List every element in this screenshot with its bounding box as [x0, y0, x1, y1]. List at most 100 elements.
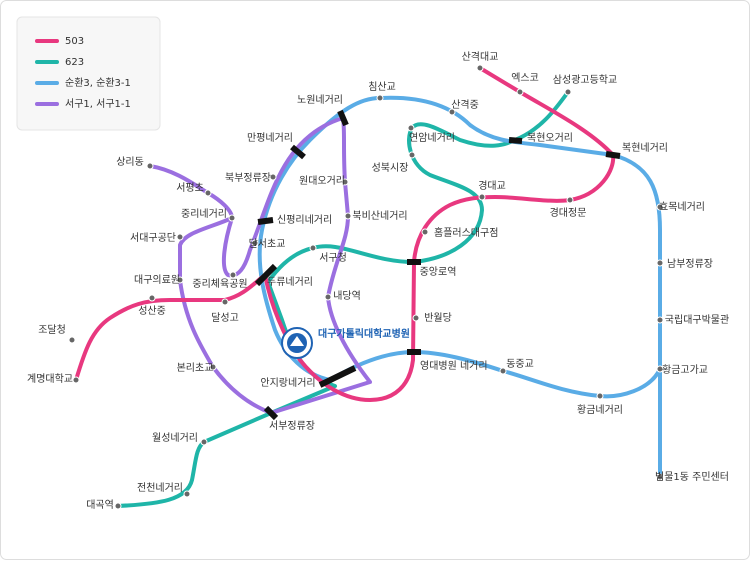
station-label: 엑스코 [511, 72, 539, 84]
station-label: 원대오거리 [299, 175, 345, 187]
station-label: 경대정문 [550, 206, 587, 219]
station-dot [656, 203, 664, 211]
station-dot [146, 162, 154, 170]
transfer-bar [508, 137, 523, 144]
route-503 [74, 66, 616, 402]
station-label: 황금고가교 [662, 364, 708, 376]
station-label: 영대병원 네거리 [420, 360, 488, 372]
station-dot [596, 392, 604, 400]
station-label: 대곡역 [86, 499, 114, 511]
station-dot [421, 228, 429, 236]
transfer-bar [254, 263, 278, 287]
station-dot [448, 108, 456, 116]
station-label: 내당역 [333, 290, 361, 302]
station-label: 월성네거리 [152, 432, 198, 444]
station-label: 성북시장 [372, 162, 409, 174]
station-label: 국립대구박물관 [665, 313, 729, 326]
station-label: 서평초 [176, 182, 204, 194]
station-dot [221, 298, 229, 306]
station-label: 복현네거리 [622, 142, 668, 154]
station-label: 범물1동 주민센터 [655, 471, 729, 483]
station-dot [148, 294, 156, 302]
station-dot [183, 490, 191, 498]
station-label: 연암네거리 [409, 132, 455, 144]
station-dot [114, 502, 122, 510]
transfer-bar [263, 405, 279, 421]
station-dot [324, 293, 332, 301]
legend-label: 503 [65, 36, 84, 47]
station-label: 만평네거리 [247, 132, 293, 144]
hospital-label: 대구가톨릭대학교병원 [318, 327, 410, 340]
hospital-logo [281, 327, 313, 359]
station-dot [309, 244, 317, 252]
station-dot [72, 376, 80, 384]
transfer-bar [318, 365, 357, 388]
legend-label: 순환3, 순환3-1 [65, 77, 131, 89]
station-label: 삼성광고등학교 [553, 74, 617, 86]
station-label: 신평리네거리 [277, 214, 332, 226]
station-label: 서구청 [319, 252, 347, 264]
station-label: 계명대학교 [27, 373, 73, 385]
station-label: 중리네거리 [181, 208, 227, 220]
transfer-bar [337, 109, 349, 127]
legend-label: 623 [65, 57, 84, 68]
station-label: 반월당 [424, 312, 452, 324]
transfer-bar [257, 217, 274, 225]
station-dot [656, 316, 664, 324]
legend-box [16, 16, 161, 131]
station-dot [200, 438, 208, 446]
station-label: 중앙로역 [420, 266, 457, 278]
station-dot [499, 367, 507, 375]
station-label: 대구의료원 [134, 274, 180, 286]
station-label: 전천네거리 [137, 482, 183, 494]
legend-label: 서구1, 서구1-1 [65, 98, 131, 110]
station-dot [412, 314, 420, 322]
station-dot [478, 193, 486, 201]
station-dot [407, 124, 415, 132]
station-label: 경대교 [478, 179, 506, 192]
station-dot [68, 336, 76, 344]
station-label: 황금네거리 [577, 404, 623, 416]
station-dot [176, 276, 184, 284]
station-label: 달성고 [211, 312, 239, 324]
station-dot [269, 173, 277, 181]
station-label: 성산중 [138, 305, 166, 317]
station-dot [228, 214, 236, 222]
station-label: 달서초교 [249, 238, 286, 250]
station-dot [564, 88, 572, 96]
station-dot [251, 239, 259, 247]
station-dot [656, 473, 664, 481]
station-label: 동중교 [506, 358, 534, 370]
transfer-bar [290, 144, 306, 160]
station-label: 서대구공단 [130, 232, 176, 244]
station-label: 북비산네거리 [352, 210, 407, 222]
station-label: 조달청 [38, 324, 66, 336]
station-label: 산격중 [451, 98, 479, 111]
station-dot [656, 365, 664, 373]
station-dot [209, 363, 217, 371]
station-label: 복현오거리 [527, 132, 573, 144]
station-label: 북부정류장 [225, 172, 271, 184]
station-label: 산격대교 [462, 50, 499, 63]
station-dot [176, 233, 184, 241]
station-dot [344, 212, 352, 220]
station-label: 상리동 [116, 156, 144, 168]
station-label: 효목네거리 [659, 201, 705, 213]
station-label: 두류네거리 [267, 276, 313, 288]
station-label: 중리체육공원 [192, 278, 247, 290]
station-label: 노원네거리 [297, 94, 343, 106]
station-dot [341, 178, 349, 186]
station-label: 침산교 [368, 81, 396, 93]
station-dot [408, 151, 416, 159]
station-dot [566, 196, 574, 204]
station-dot [516, 88, 524, 96]
station-label: 안지랑네거리 [260, 377, 315, 389]
station-dot [656, 259, 664, 267]
station-label: 본리초교 [177, 362, 214, 374]
station-dot [204, 189, 212, 197]
station-label: 홈플러스대구점 [434, 226, 498, 239]
station-dot [376, 94, 384, 102]
transfer-bar [605, 151, 621, 159]
station-dot [476, 64, 484, 72]
